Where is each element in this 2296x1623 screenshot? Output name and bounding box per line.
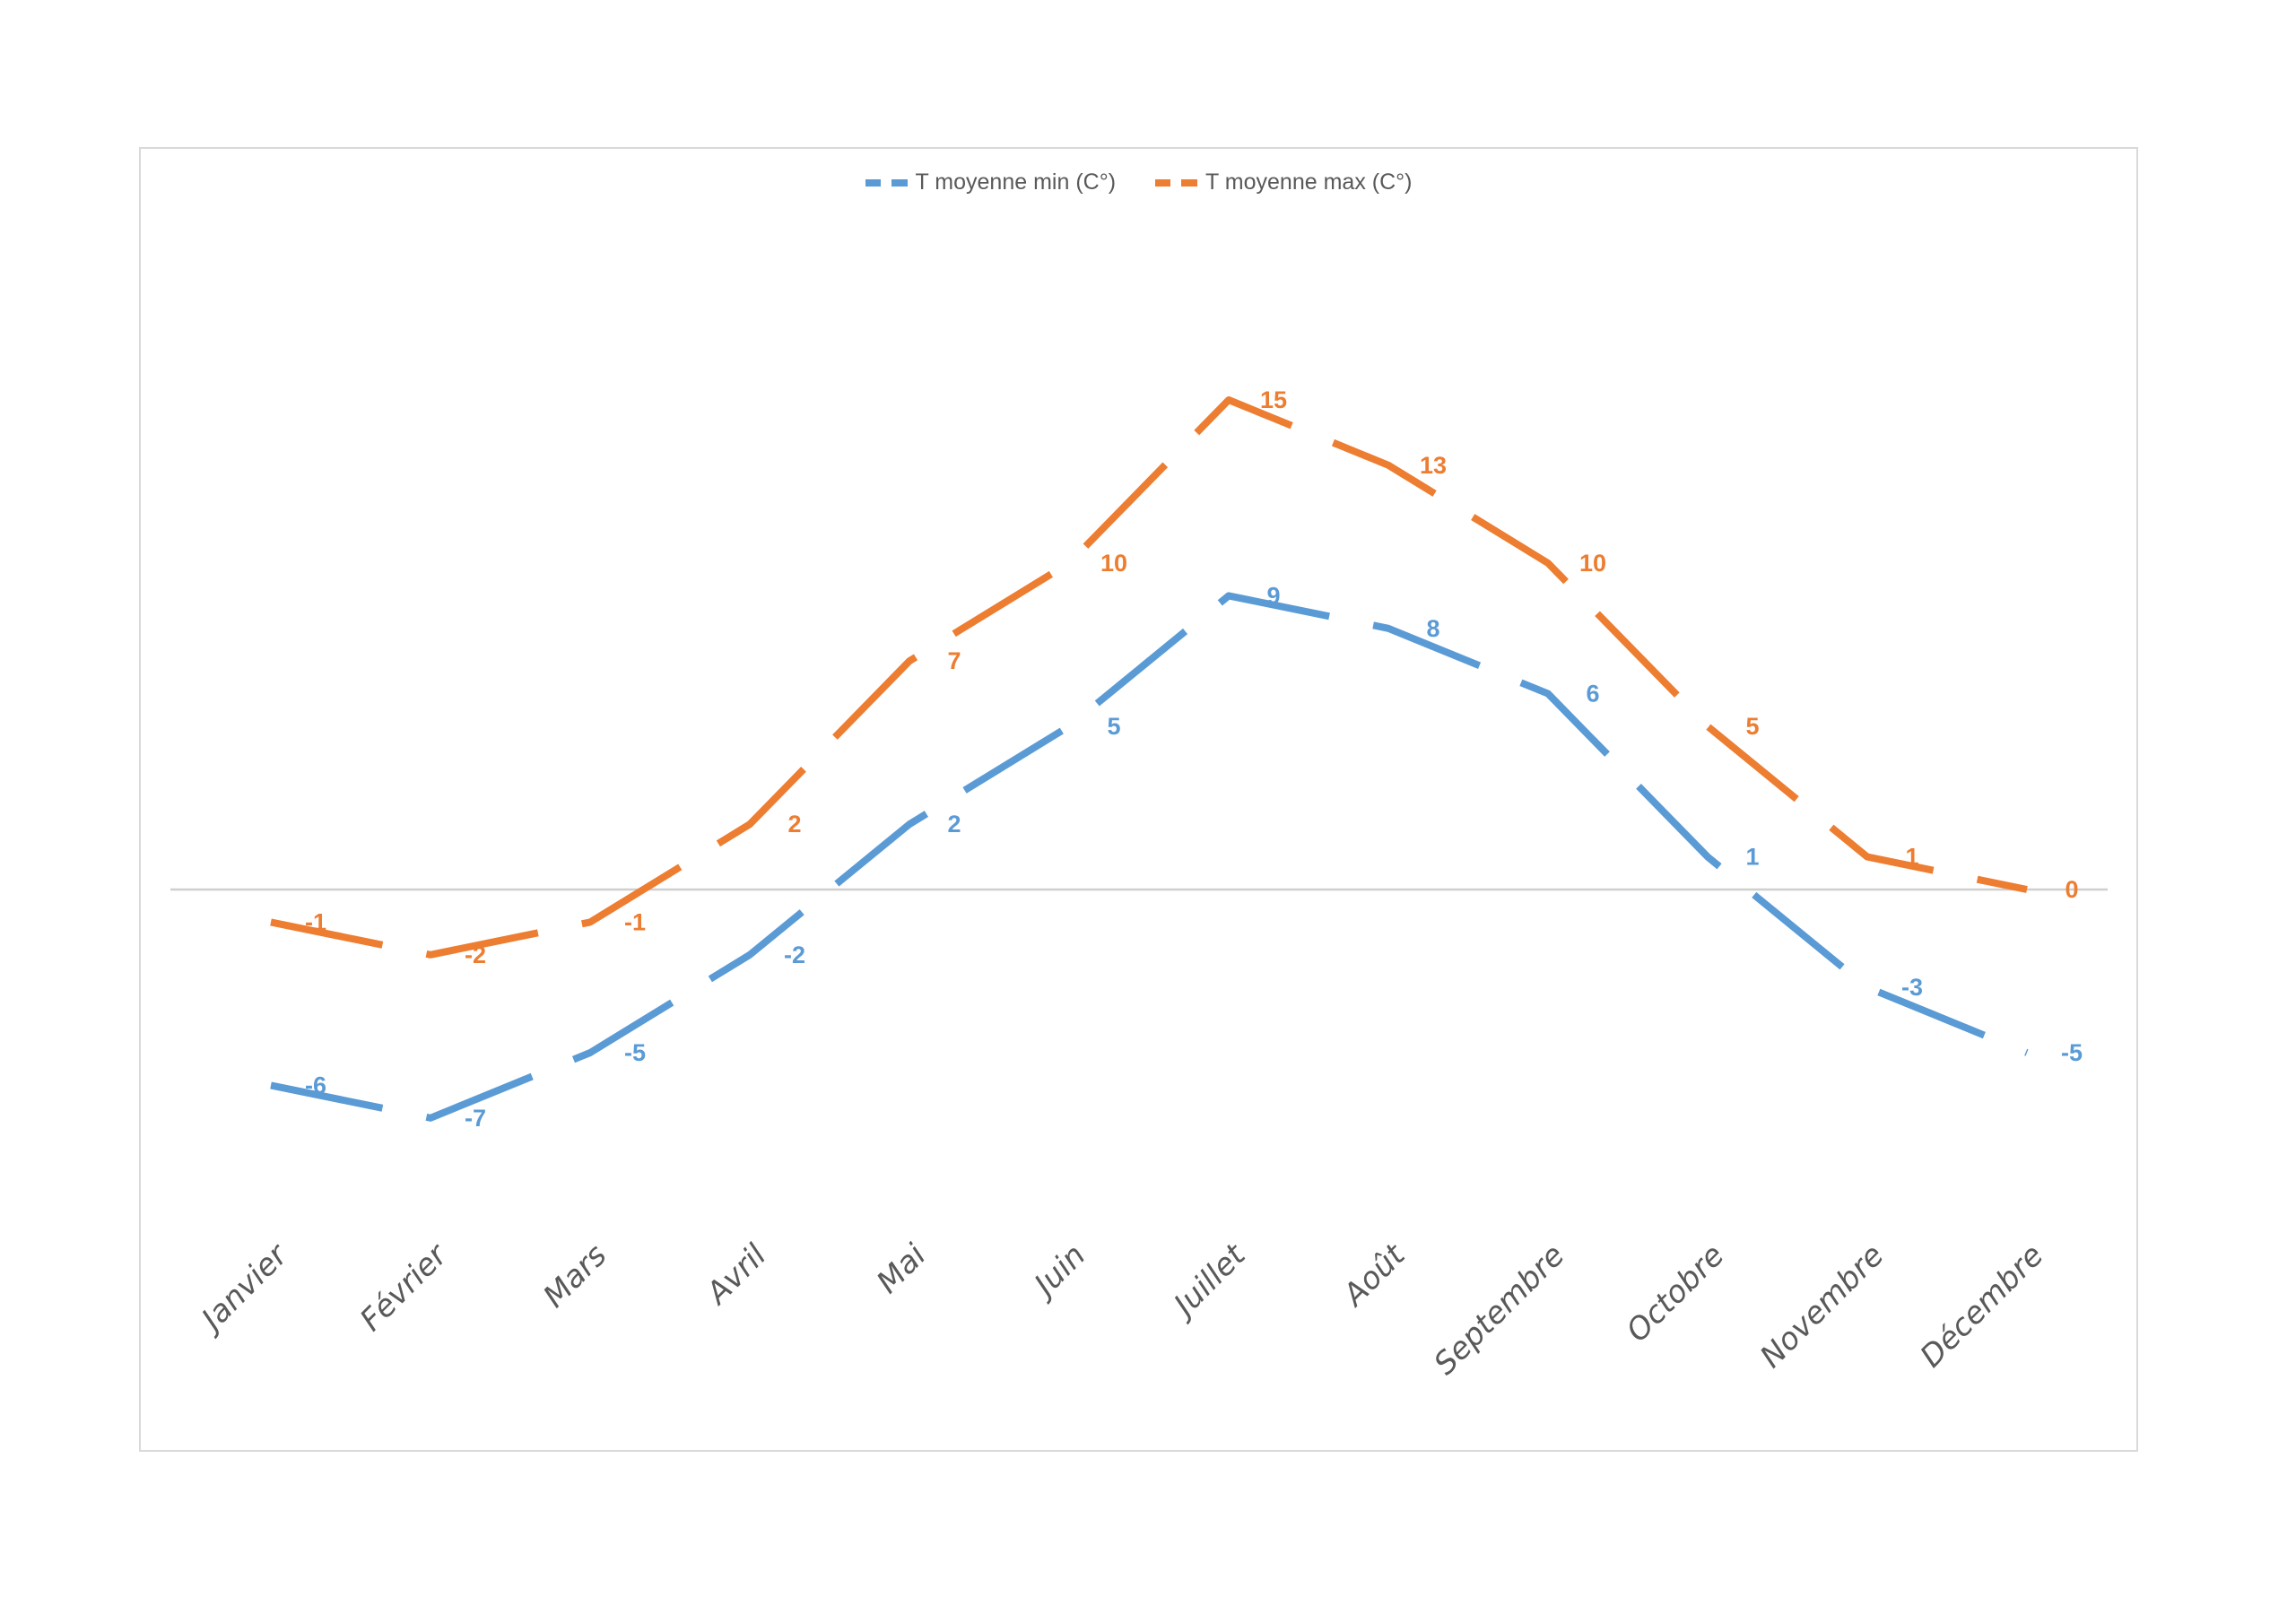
data-label-series1: -1: [305, 908, 326, 935]
legend-item-max: T moyenne max (C°): [1155, 169, 1412, 195]
month-label: Décembre: [1913, 1237, 2050, 1375]
data-label-series0: -2: [784, 942, 805, 968]
month-label: Juillet: [1163, 1237, 1253, 1326]
month-label: Juin: [1024, 1237, 1093, 1306]
month-label: Août: [1335, 1237, 1413, 1315]
data-label-series1: -2: [465, 942, 486, 968]
legend-label-max: T moyenne max (C°): [1205, 169, 1413, 195]
data-label-series0: 6: [1586, 681, 1599, 707]
data-label-series0: 5: [1107, 713, 1120, 740]
data-label-series0: 1: [1745, 844, 1759, 871]
month-label: Mai: [870, 1237, 934, 1301]
data-label-series0: -7: [465, 1105, 486, 1132]
month-label: Janvier: [191, 1237, 296, 1341]
month-label: Octobre: [1620, 1237, 1732, 1350]
month-label: Septembre: [1427, 1237, 1571, 1382]
series-line-0: [270, 592, 2029, 1122]
data-label-series0: -5: [624, 1039, 646, 1066]
dashed-line-marker-max-icon: [1155, 178, 1198, 187]
data-label-series0: -5: [2061, 1039, 2083, 1066]
data-label-series1: -1: [624, 908, 646, 935]
data-label-series1: 13: [1420, 452, 1447, 479]
month-label: Février: [353, 1237, 456, 1339]
data-label-series1: 7: [947, 647, 961, 674]
dashed-line-marker-min-icon: [865, 178, 908, 187]
data-label-series0: -6: [305, 1072, 326, 1098]
data-label-series0: 8: [1426, 615, 1439, 642]
data-label-series0: 9: [1266, 582, 1280, 609]
legend-item-min: T moyenne min (C°): [865, 169, 1117, 195]
data-label-series1: 5: [1745, 713, 1759, 740]
data-label-series0: -3: [1901, 974, 1923, 1001]
series-line-1: [270, 396, 2028, 959]
month-label: Mars: [536, 1237, 613, 1315]
month-label: Novembre: [1753, 1237, 1891, 1375]
data-label-series1: 0: [2065, 876, 2078, 903]
data-label-series1: 2: [787, 811, 801, 838]
data-label-series1: 15: [1260, 386, 1287, 413]
data-label-series1: 1: [1905, 844, 1918, 871]
month-label: Avril: [699, 1237, 774, 1313]
chart-area: [139, 147, 2138, 1452]
data-label-series1: 10: [1579, 550, 1606, 577]
data-label-series0: 2: [947, 811, 961, 838]
chart-legend: T moyenne min (C°) T moyenne max (C°): [139, 169, 2138, 195]
legend-label-min: T moyenne min (C°): [915, 169, 1117, 195]
data-label-series1: 10: [1100, 550, 1127, 577]
